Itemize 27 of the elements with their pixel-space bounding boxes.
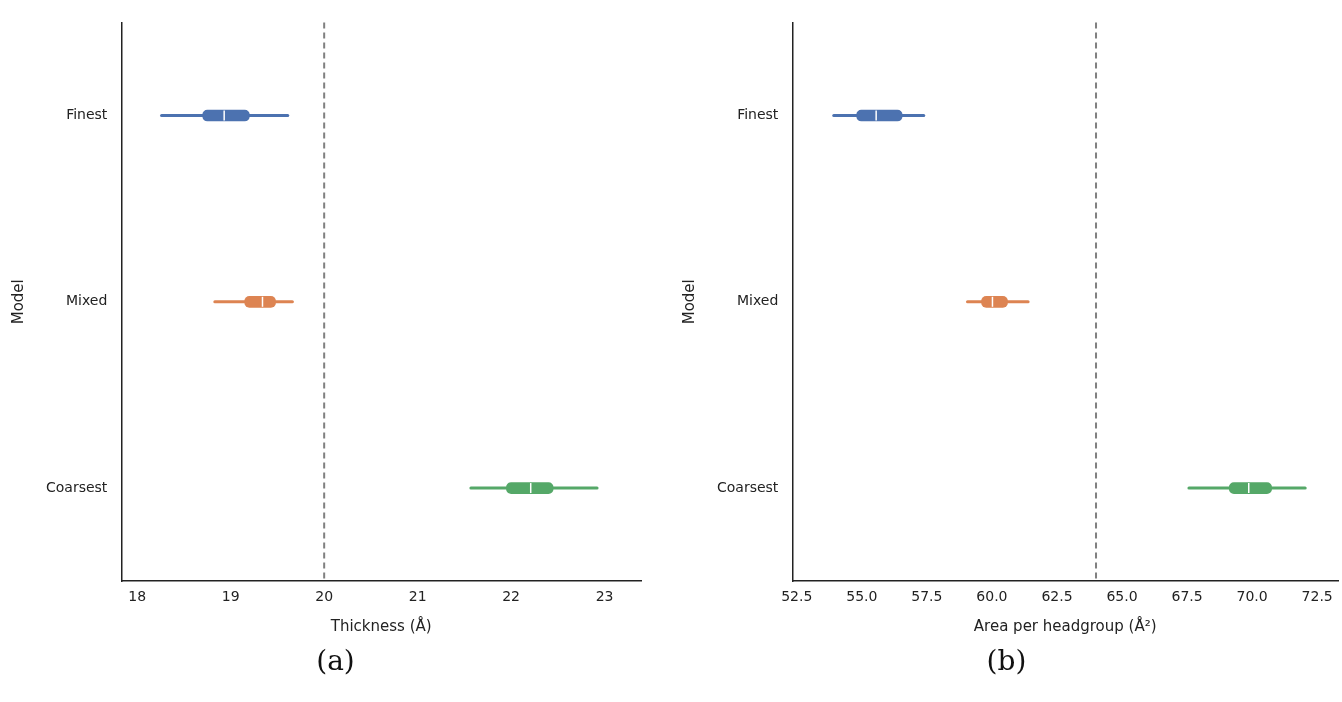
x-tick-label: 60.0: [976, 588, 1008, 605]
x-tick-label: 67.5: [1171, 588, 1203, 605]
x-tick-label: 70.0: [1236, 588, 1268, 605]
x-tick-label: 22: [502, 588, 521, 605]
x-tick-label: 52.5: [781, 588, 813, 605]
text: (b): [986, 644, 1027, 677]
x-tick-label: 20: [315, 588, 334, 605]
y-axis-title: Model: [679, 279, 698, 325]
y-tick-label: Finest: [66, 106, 108, 123]
y-tick-label: Coarsest: [45, 478, 108, 495]
y-tick-label: Coarsest: [716, 478, 779, 495]
x-tick-label: 18: [128, 588, 147, 605]
x-axis-title: Thickness (Å): [329, 615, 432, 635]
text: (a): [316, 644, 355, 677]
x-tick-label: 72.5: [1301, 588, 1333, 605]
y-tick-label: Mixed: [66, 292, 108, 309]
x-axis-title: Area per headgroup (Å²): [973, 615, 1157, 635]
x-tick-label: 62.5: [1041, 588, 1073, 605]
x-tick-label: 23: [595, 588, 614, 605]
x-tick-label: 57.5: [911, 588, 943, 605]
x-tick-label: 55.0: [846, 588, 878, 605]
y-tick-label: Finest: [737, 106, 779, 123]
x-tick-label: 65.0: [1106, 588, 1138, 605]
x-tick-label: 19: [221, 588, 240, 605]
x-tick-label: 21: [408, 588, 427, 605]
y-axis-title: Model: [8, 279, 27, 325]
y-tick-label: Mixed: [737, 292, 779, 309]
